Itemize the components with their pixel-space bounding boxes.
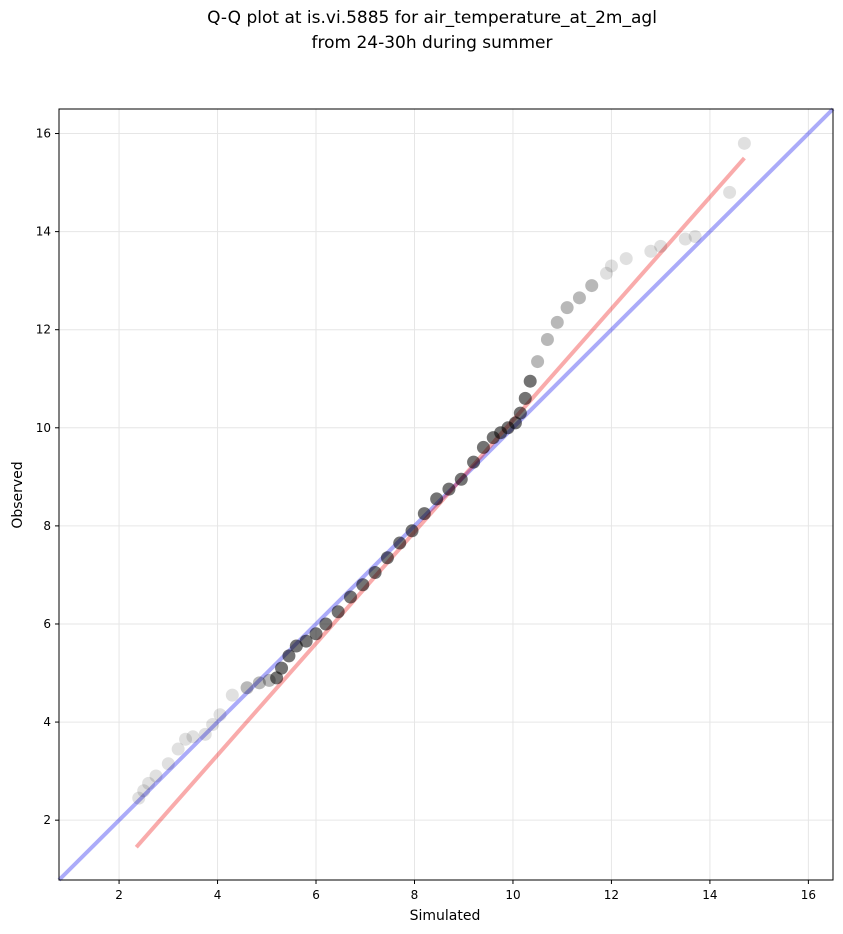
x-axis-label: Simulated — [410, 908, 481, 924]
chart-title: Q-Q plot at is.vi.5885 for air_temperatu… — [207, 8, 657, 28]
grid-lines — [59, 109, 833, 880]
quantile-point — [179, 732, 193, 746]
quantile-point — [380, 551, 394, 565]
plot-frame — [58, 108, 834, 881]
quantile-point — [252, 676, 266, 690]
y-tick-label: 4 — [43, 715, 51, 729]
quantile-point — [518, 391, 532, 405]
x-tick-label: 16 — [801, 888, 816, 902]
quantile-point — [560, 301, 574, 315]
quantile-point — [467, 455, 481, 469]
quantile-point — [600, 266, 614, 280]
quantile-point — [508, 416, 522, 430]
quantile-point — [309, 627, 323, 641]
y-tick-label: 10 — [36, 421, 51, 435]
quantile-point — [137, 784, 151, 798]
quantile-point — [213, 708, 227, 722]
x-tick-label: 4 — [214, 888, 222, 902]
quantile-point — [619, 252, 633, 266]
quantile-point — [198, 727, 212, 741]
y-tick-label: 8 — [43, 519, 51, 533]
quantile-point — [476, 440, 490, 454]
quantile-point — [723, 185, 737, 199]
quantile-point — [331, 605, 345, 619]
quantile-point — [132, 791, 146, 805]
y-tick-label: 14 — [36, 225, 51, 239]
y-tick-label: 12 — [36, 323, 51, 337]
y-axis-label: Observed — [10, 461, 26, 528]
quantile-point — [644, 244, 658, 258]
quantile-point — [523, 374, 537, 388]
quantile-point — [275, 661, 289, 675]
quantile-point — [299, 634, 313, 648]
quantile-point — [149, 769, 163, 783]
quantile-point — [186, 730, 200, 744]
quantile-point — [737, 136, 751, 150]
x-tick-label: 8 — [411, 888, 419, 902]
quantile-point — [550, 315, 564, 329]
chart-subtitle: from 24-30h during summer — [312, 33, 553, 53]
quantile-point — [343, 590, 357, 604]
quantile-point — [171, 742, 185, 756]
quantile-point — [513, 406, 527, 420]
quantile-point — [405, 524, 419, 538]
y-axis: 2 4 6 8 10 12 14 16 — [36, 127, 59, 827]
quantile-point — [356, 578, 370, 592]
x-tick-label: 6 — [312, 888, 320, 902]
quantile-points — [132, 136, 751, 805]
y-tick-label: 2 — [43, 813, 51, 827]
y-tick-label: 6 — [43, 617, 51, 631]
quantile-point — [368, 565, 382, 579]
quantile-point — [654, 239, 668, 253]
quantile-point — [225, 688, 239, 702]
quantile-point — [454, 472, 468, 486]
quantile-point — [572, 291, 586, 305]
quantile-point — [142, 776, 156, 790]
quantile-point — [531, 355, 545, 369]
quantile-point — [430, 492, 444, 506]
quantile-point — [540, 333, 554, 347]
quantile-point — [161, 757, 175, 771]
quantile-point — [319, 617, 333, 631]
quantile-point — [604, 259, 618, 273]
quantile-point — [240, 681, 254, 695]
x-axis: 2 4 6 8 10 12 14 16 — [115, 880, 816, 902]
quantile-point — [688, 230, 702, 244]
x-tick-label: 12 — [604, 888, 619, 902]
x-tick-label: 10 — [505, 888, 520, 902]
quantile-point — [270, 671, 284, 685]
quantile-point — [678, 232, 692, 246]
quantile-point — [442, 482, 456, 496]
quantile-point — [206, 718, 220, 732]
x-tick-label: 2 — [115, 888, 123, 902]
quantile-point — [282, 649, 296, 663]
quantile-point — [289, 639, 303, 653]
quantile-point — [393, 536, 407, 550]
y-tick-label: 16 — [36, 127, 51, 141]
quantile-point — [417, 507, 431, 521]
x-tick-label: 14 — [702, 888, 717, 902]
plot-area — [57, 107, 835, 882]
quantile-point — [585, 279, 599, 293]
